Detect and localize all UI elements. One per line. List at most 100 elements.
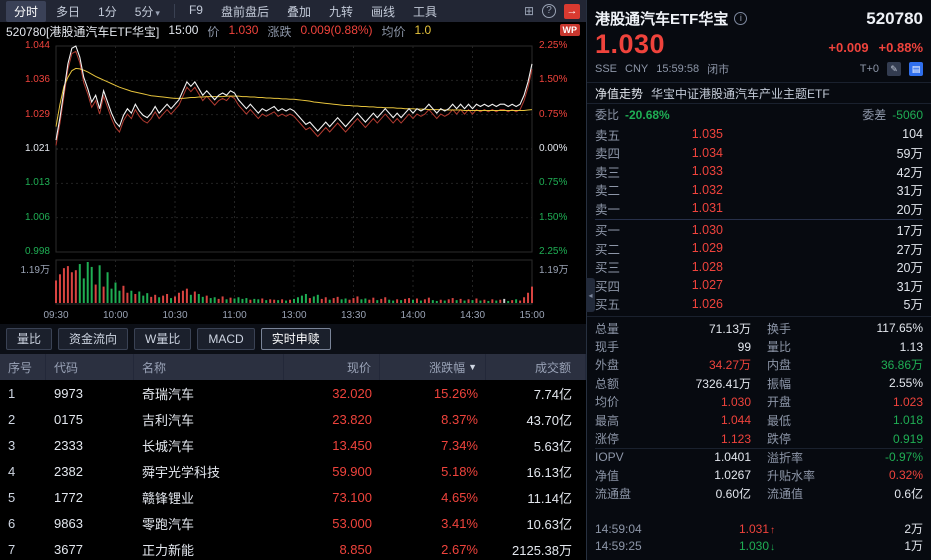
level-volume: 20万 <box>896 261 923 276</box>
stat-label: 开盘 <box>767 395 792 410</box>
chart-canvas[interactable] <box>0 40 586 308</box>
level-row[interactable]: 买一 1.030 17万 <box>595 221 923 240</box>
subtab[interactable]: 实时申赎 <box>260 328 331 350</box>
stat-row: 最高 1.044 最低 1.018 <box>595 411 923 429</box>
table-row[interactable]: 1 9973 奇瑞汽车 32.020 15.26% 7.74亿 <box>0 380 586 406</box>
column-header-label: 名称 <box>142 360 167 375</box>
x-axis-label: 11:00 <box>222 310 247 321</box>
level-price: 1.033 <box>691 164 723 179</box>
panel-collapse-handle[interactable]: ◂ <box>586 278 595 312</box>
info-icon[interactable]: i <box>734 12 748 25</box>
cell-seq: 6 <box>8 515 16 531</box>
chart-info-seg: 涨跌 <box>267 24 292 39</box>
pencil-icon[interactable]: ✎ <box>887 62 901 76</box>
table-row[interactable]: 6 9863 零跑汽车 53.000 3.41% 10.63亿 <box>0 510 586 536</box>
stat-value: 1.0401 <box>714 450 751 465</box>
chart-info-seg: 0.009(0.88%) <box>300 22 373 37</box>
toolbar-button[interactable]: F9 <box>188 2 203 17</box>
cell-name: 舜宇光学科技 <box>142 464 221 480</box>
table-row[interactable]: 5 1772 赣锋锂业 73.100 4.65% 11.14亿 <box>0 484 586 510</box>
column-header[interactable]: 序号 <box>0 354 46 380</box>
tick-list: 14:59:04 1.031↑ 2万 14:59:25 1.030↓ 1万 <box>587 520 931 560</box>
stat-row: 总额 7326.41万 振幅 2.55% <box>595 374 923 392</box>
chart-info-seg: 价 <box>207 24 220 39</box>
up-arrow-icon: ↑ <box>770 524 775 536</box>
panel-grid-icon[interactable]: ⊞ <box>523 4 534 18</box>
launch-icon[interactable]: → <box>564 3 580 19</box>
level-row[interactable]: 卖五 1.035 104 <box>595 125 923 144</box>
subtab[interactable]: 资金流向 <box>58 328 129 350</box>
help-icon[interactable]: ? <box>542 4 556 18</box>
level-price: 1.032 <box>691 182 723 197</box>
level-row[interactable]: 买四 1.027 31万 <box>595 276 923 295</box>
toolbar-tab[interactable]: 5分 ▾ <box>134 4 160 19</box>
level-price: 1.030 <box>691 222 723 237</box>
stat-pair: 内盘 36.86万 <box>767 356 923 373</box>
table-row[interactable]: 3 2333 长城汽车 13.450 7.34% 5.63亿 <box>0 432 586 458</box>
level-row[interactable]: 卖二 1.032 31万 <box>595 181 923 200</box>
y-axis-label: 1.006 <box>24 211 50 223</box>
cell-amount: 2125.38万 <box>512 542 572 558</box>
cell-name: 吉利汽车 <box>142 412 195 428</box>
stat-pair: 溢折率 -0.97% <box>767 449 923 466</box>
level-row[interactable]: 卖一 1.031 20万 <box>595 199 923 218</box>
price-row: 1.030 +0.009 +0.88% <box>587 29 931 60</box>
table-row[interactable]: 7 3677 正力新能 8.850 2.67% 2125.38万 <box>0 536 586 560</box>
level-label: 卖三 <box>595 165 621 180</box>
toolbar-tab[interactable]: 1分 <box>98 4 117 19</box>
stat-label: 涨停 <box>595 432 620 447</box>
stat-value: 1.0267 <box>714 468 751 483</box>
subtab[interactable]: 量比 <box>6 328 53 350</box>
toolbar-button[interactable]: 工具 <box>413 4 438 19</box>
cell-name: 零跑汽车 <box>142 516 195 532</box>
subtabs: 量比 资金流向 W量比 MACD 实时申赎 <box>0 324 586 354</box>
table-row[interactable]: 2 0175 吉利汽车 23.820 8.37% 43.70亿 <box>0 406 586 432</box>
stat-label: 净值 <box>595 468 620 483</box>
cell-seq: 3 <box>8 437 16 453</box>
subtab[interactable]: W量比 <box>134 328 192 350</box>
toolbar-tab[interactable]: 多日 <box>56 4 81 19</box>
toolbar-button[interactable]: 叠加 <box>286 4 311 19</box>
toolbar-tab[interactable]: 分时 <box>6 0 47 22</box>
level-row[interactable]: 卖三 1.033 42万 <box>595 162 923 181</box>
stats-grid: 总量 71.13万 换手 117.65% 现手 99 量比 1.13 外盘 34.27万 内盘 36.… <box>587 316 931 503</box>
cell-code: 1772 <box>54 489 83 505</box>
stat-pair: 振幅 2.55% <box>767 375 923 392</box>
level-row[interactable]: 买二 1.029 27万 <box>595 239 923 258</box>
level-row[interactable]: 卖四 1.034 59万 <box>595 144 923 163</box>
cell-change: 8.37% <box>441 411 478 427</box>
chart-info-seg: 1.0 <box>414 22 432 37</box>
table-row[interactable]: 4 2382 舜宇光学科技 59.900 5.18% 16.13亿 <box>0 458 586 484</box>
cell-price: 8.850 <box>339 541 372 557</box>
level-row[interactable]: 买三 1.028 20万 <box>595 258 923 277</box>
stat-pair: 升贴水率 0.32% <box>767 467 923 484</box>
y-axis-label: 0.75% <box>539 108 568 120</box>
weibi-row: 委比 -20.68% 委差 -5060 <box>587 104 931 125</box>
exchange-label: SSE <box>595 63 618 75</box>
x-axis: 09:30 10:00 10:30 11:00 13:00 13:30 14:00 14:30… <box>0 308 586 324</box>
nav-trend-link[interactable]: 净值走势 <box>595 86 644 101</box>
stat-label: 最高 <box>595 413 620 428</box>
level-volume: 31万 <box>896 184 923 199</box>
column-header[interactable]: 成交额 <box>486 354 586 380</box>
chart-info-seg: 均价 <box>381 24 406 39</box>
column-header[interactable]: 涨跌幅 ▼ <box>380 354 486 380</box>
subtab[interactable]: MACD <box>197 328 255 350</box>
level2-icon[interactable]: ▤ <box>909 62 923 76</box>
toolbar-button[interactable]: 九转 <box>328 4 353 19</box>
y-axis-label: 1.50% <box>539 74 568 86</box>
cell-code: 3677 <box>54 541 83 557</box>
column-header[interactable]: 代码 <box>46 354 134 380</box>
dropdown-icon: ▾ <box>155 7 160 18</box>
cell-seq: 1 <box>8 385 16 401</box>
cell-amount: 10.63亿 <box>526 516 572 532</box>
cell-name: 正力新能 <box>142 542 195 558</box>
column-header[interactable]: 现价 <box>284 354 380 380</box>
level-row[interactable]: 买五 1.026 5万 <box>595 295 923 314</box>
stat-label: 外盘 <box>595 358 620 373</box>
toolbar-button[interactable]: 画线 <box>371 4 396 19</box>
toolbar-button[interactable]: 盘前盘后 <box>220 4 269 19</box>
cell-amount: 43.70亿 <box>526 412 572 428</box>
column-header[interactable]: 名称 <box>134 354 284 380</box>
